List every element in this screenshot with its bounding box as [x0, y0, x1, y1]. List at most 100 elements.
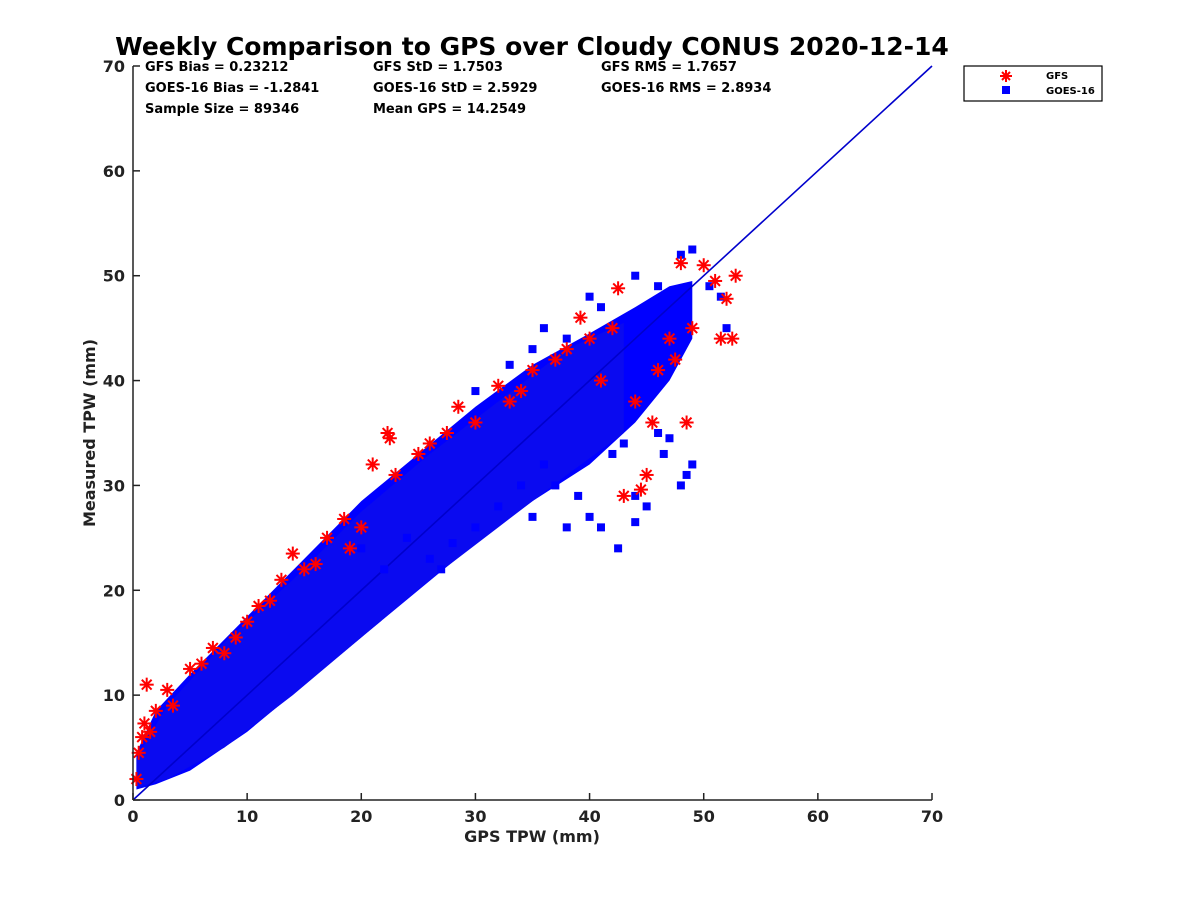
gfs-point [696, 258, 711, 273]
goes16-points [357, 245, 731, 574]
gfs-point [645, 415, 660, 430]
goes16-point [705, 282, 714, 291]
y-tick-label: 60 [103, 162, 125, 181]
x-ticks: 0 10 20 30 40 50 60 70 [127, 793, 943, 826]
x-tick-label: 40 [578, 807, 600, 826]
gfs-point [651, 363, 666, 378]
gfs-point [525, 363, 540, 378]
legend: GFS GOES-16 [963, 65, 1103, 102]
gfs-point [673, 256, 688, 271]
gfs-point [662, 331, 677, 346]
goes16-point [631, 271, 640, 280]
x-tick-label: 0 [127, 807, 138, 826]
goes16-point [574, 491, 583, 500]
goes16-point [676, 481, 685, 490]
gfs-point [439, 426, 454, 440]
gfs-point [308, 557, 323, 572]
gfs-point [491, 378, 506, 393]
gfs-point [633, 482, 648, 497]
goes16-point [642, 502, 651, 511]
x-tick-label: 50 [693, 807, 715, 826]
y-ticks: 0 10 20 30 40 50 60 70 [103, 57, 140, 810]
gfs-point [135, 730, 150, 745]
goes16-point [654, 429, 663, 437]
goes16-point [722, 324, 731, 333]
gfs-point [285, 546, 300, 561]
gfs-points [129, 256, 743, 787]
goes16-point [562, 334, 571, 343]
goes16-point [528, 512, 537, 521]
goes16-point [505, 360, 514, 369]
legend-goes-marker [1002, 86, 1010, 94]
legend-gfs-marker [1000, 70, 1012, 82]
one-to-one-line-layer [132, 65, 933, 801]
goes16-point [471, 523, 480, 532]
goes16-point [676, 250, 685, 259]
goes16-point [608, 449, 617, 458]
gfs-point [593, 373, 608, 388]
y-tick-label: 70 [103, 57, 125, 76]
stat-goes-bias: GOES-16 Bias = -1.2841 [145, 81, 319, 96]
y-tick-label: 30 [103, 476, 125, 495]
goes16-point [716, 292, 725, 301]
goes16-point [437, 565, 446, 574]
gfs-point [611, 281, 626, 296]
gfs-point [468, 415, 483, 430]
goes16-point [631, 518, 640, 527]
chart-title: Weekly Comparison to GPS over Cloudy CON… [115, 32, 949, 61]
goes16-density-core [136, 322, 624, 788]
gfs-point [422, 436, 437, 451]
gfs-point [183, 661, 198, 676]
gfs-point [725, 331, 740, 346]
y-tick-label: 40 [103, 372, 125, 391]
one-to-one-line [132, 65, 933, 801]
gfs-point [165, 698, 180, 713]
goes16-point [402, 533, 411, 542]
legend-box [963, 65, 1103, 102]
gfs-point [160, 682, 175, 697]
goes16-point [596, 523, 605, 532]
goes16-point [425, 554, 434, 563]
gfs-point [205, 640, 220, 655]
legend-gfs-label: GFS [1046, 71, 1068, 82]
goes16-point [517, 481, 526, 490]
legend-goes-label: GOES-16 [1046, 86, 1095, 97]
x-axis-label: GPS TPW (mm) [464, 827, 600, 846]
goes16-point [528, 345, 537, 354]
goes16-point [614, 544, 623, 553]
gfs-point [274, 572, 289, 587]
gfs-point [240, 614, 255, 629]
gfs-point [217, 646, 232, 661]
stat-gfs-std: GFS StD = 1.7503 [373, 60, 503, 75]
stat-mean-gps: Mean GPS = 14.2549 [373, 102, 526, 117]
gfs-point [131, 745, 146, 760]
gfs-point [582, 331, 597, 346]
gfs-point [148, 703, 163, 718]
stat-goes-rms: GOES-16 RMS = 2.8934 [601, 81, 771, 96]
gfs-point [708, 273, 723, 288]
stats-block: GFS Bias = 0.23212 GFS StD = 1.7503 GFS … [145, 60, 771, 117]
goes16-point [659, 449, 668, 458]
goes16-point [665, 434, 674, 443]
goes16-point [682, 470, 691, 479]
gfs-point [337, 511, 352, 526]
gfs-point [388, 467, 403, 482]
gfs-point [342, 541, 357, 556]
gfs-point [514, 384, 529, 399]
gfs-point [143, 724, 158, 739]
goes16-point [562, 523, 571, 532]
stat-gfs-rms: GFS RMS = 1.7657 [601, 60, 737, 75]
gfs-point [668, 352, 683, 367]
goes16-point [688, 460, 697, 469]
gfs-point [382, 431, 397, 446]
gfs-point [605, 321, 620, 336]
gfs-point [502, 394, 517, 409]
x-tick-label: 20 [350, 807, 372, 826]
x-tick-label: 10 [236, 807, 258, 826]
gfs-point [139, 677, 154, 692]
goes16-point [494, 502, 503, 511]
y-tick-label: 10 [103, 686, 125, 705]
stat-sample-size: Sample Size = 89346 [145, 102, 299, 117]
goes16-point [448, 539, 457, 548]
